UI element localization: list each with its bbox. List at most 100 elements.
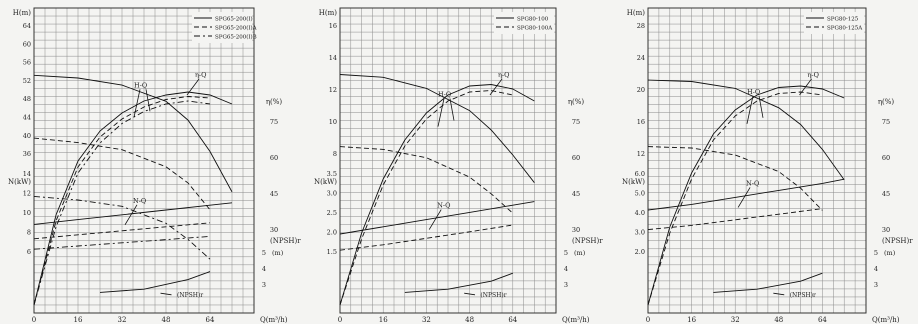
x-tick-label: 0 <box>338 316 342 324</box>
n-axis-label: N(kW) <box>314 178 337 186</box>
n-tick-label: 12 <box>23 190 31 198</box>
x-tick-label: 32 <box>422 316 431 324</box>
legend-background <box>804 12 864 34</box>
n-curve-series-1 <box>33 202 233 225</box>
chart-grid <box>33 7 255 314</box>
h-tick-label: 20 <box>637 86 645 94</box>
x-axis-label: Q(m³/h) <box>260 316 288 324</box>
h-q-leader <box>437 98 445 127</box>
chart-panel-2: 0 16 32 48 64 Q(m³/h)H(m)810121416η(%)7560453… <box>314 7 603 324</box>
x-tick-label: 0 <box>32 316 36 324</box>
legend-background <box>192 12 252 43</box>
npsh-curve <box>713 272 823 293</box>
n-tick-label: 3.0 <box>635 229 645 237</box>
npsh-curve <box>404 272 513 293</box>
npsh-tick-label: 5 <box>874 249 878 257</box>
n-q-leader <box>737 187 751 208</box>
n-tick-label: 14 <box>23 170 31 178</box>
npsh-annotation: (NPSH)r <box>790 292 816 299</box>
x-tick-label: 48 <box>162 316 171 324</box>
h-tick-label: 64 <box>23 22 31 30</box>
x-axis-label: Q(m³/h) <box>562 316 590 324</box>
eta-tick-label: 60 <box>882 154 890 162</box>
h-q-annotation: H-Q <box>438 91 451 99</box>
h-curve-series-1 <box>647 79 845 181</box>
n-q-leader <box>428 209 442 230</box>
h-tick-label: 12 <box>637 150 645 158</box>
x-tick-label: 16 <box>379 316 388 324</box>
chart-grid <box>647 7 867 314</box>
h-curve-series-1 <box>33 74 233 193</box>
n-q-annotation: N-Q <box>437 202 450 210</box>
eta-curve-series-1 <box>33 91 233 306</box>
eta-axis-label: η(%) <box>568 98 585 106</box>
n-curve-series-2 <box>647 208 823 231</box>
npsh-axis-label: (NPSH)r <box>882 237 913 245</box>
h-curve-series-3 <box>33 195 211 260</box>
npsh-unit-label: (m) <box>884 249 896 257</box>
n-tick-label: 1.5 <box>327 248 337 256</box>
n-tick-label: 10 <box>23 209 31 217</box>
n-tick-label: 2.0 <box>635 248 645 256</box>
eta-tick-label: 75 <box>270 118 278 126</box>
npsh-curve <box>99 271 211 293</box>
h-tick-label: 36 <box>23 150 31 158</box>
x-tick-label: 32 <box>118 316 127 324</box>
legend-background <box>494 12 554 34</box>
eta-tick-label: 60 <box>572 154 580 162</box>
npsh-tick-label: 3 <box>262 281 266 289</box>
n-tick-label: 6 <box>27 248 31 256</box>
h-tick-label: 40 <box>23 132 31 140</box>
npsh-leader <box>160 292 172 296</box>
x-tick-label: 16 <box>687 316 696 324</box>
npsh-tick-label: 3 <box>874 281 878 289</box>
eta-q-leader <box>799 78 812 96</box>
h-curve-series-2 <box>647 146 823 211</box>
n-q-annotation: N-Q <box>133 197 146 205</box>
x-tick-label: 48 <box>465 316 474 324</box>
npsh-annotation: (NPSH)r <box>177 292 203 299</box>
legend-entry: SPG80-100 <box>517 17 549 23</box>
eta-curve-series-2 <box>33 96 211 306</box>
eta-tick-label: 45 <box>270 190 278 198</box>
h-tick-label: 44 <box>23 114 31 122</box>
eta-tick-label: 75 <box>572 118 580 126</box>
npsh-tick-label: 4 <box>262 265 266 273</box>
n-q-annotation: N-Q <box>746 179 759 187</box>
x-tick-label: 64 <box>508 316 517 324</box>
h-curve-series-2 <box>339 146 514 214</box>
n-tick-label: 4.0 <box>635 209 645 217</box>
npsh-unit-label: (m) <box>272 249 284 257</box>
n-curve-series-2 <box>339 224 513 251</box>
chart-curves <box>33 74 233 306</box>
h-tick-label: 56 <box>23 59 31 67</box>
eta-q-leader <box>489 78 503 96</box>
h-tick-label: 60 <box>23 40 31 48</box>
n-q-leader <box>124 204 138 226</box>
npsh-unit-label: (m) <box>574 249 586 257</box>
eta-curve-series-2 <box>647 91 823 306</box>
eta-axis-label: η(%) <box>266 98 283 106</box>
eta-q-annotation: η-Q <box>498 71 509 79</box>
chart-annotations: H-Q η-Q N-Q (NPSH)r <box>428 71 509 299</box>
eta-tick-label: 45 <box>572 190 580 198</box>
npsh-leader <box>773 292 785 296</box>
x-tick-label: 0 <box>646 316 650 324</box>
n-tick-label: 8 <box>27 229 31 237</box>
eta-curve-series-1 <box>647 85 845 306</box>
eta-q-annotation: η-Q <box>195 71 206 79</box>
npsh-tick-label: 5 <box>564 249 568 257</box>
eta-q-leader <box>186 78 200 96</box>
x-axis-label: Q(m³/h) <box>872 316 900 324</box>
eta-axis-label: η(%) <box>878 98 895 106</box>
eta-tick-label: 60 <box>270 154 278 162</box>
h-q-leader <box>145 89 151 112</box>
npsh-tick-label: 4 <box>564 265 568 273</box>
h-axis-label: H(m) <box>319 9 337 17</box>
h-tick-label: 52 <box>23 77 31 85</box>
h-q-annotation: H-Q <box>134 81 147 89</box>
eta-tick-label: 75 <box>882 118 890 126</box>
npsh-annotation: (NPSH)r <box>480 292 506 299</box>
h-tick-label: 12 <box>329 86 337 94</box>
